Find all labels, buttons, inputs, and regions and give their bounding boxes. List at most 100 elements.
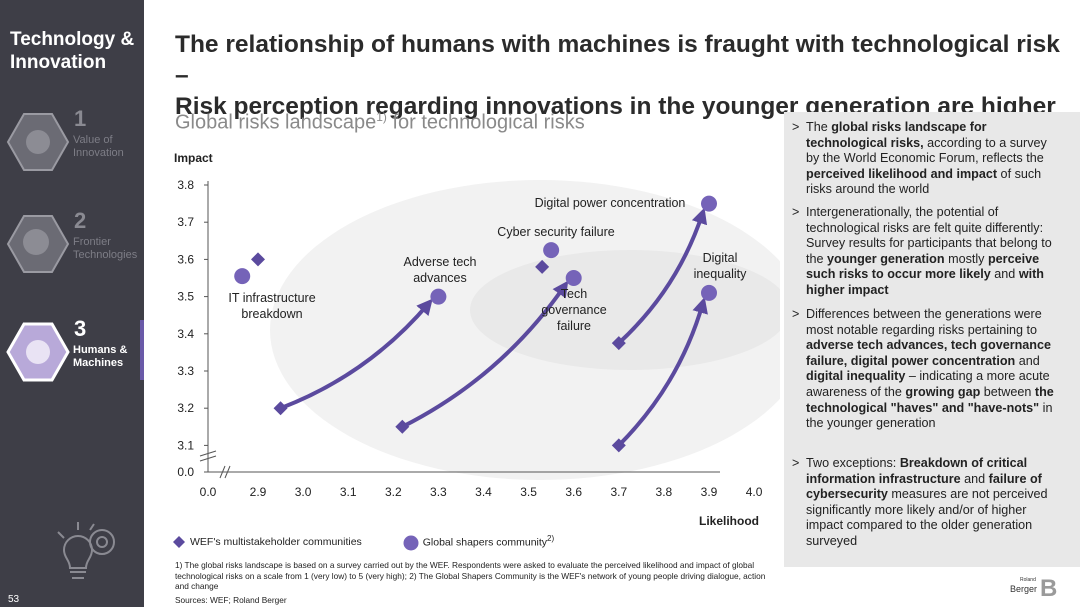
- section-label-line2: Innovation: [73, 147, 124, 159]
- x-tick-label: 3.1: [340, 485, 357, 499]
- shapers-point: [430, 288, 447, 305]
- shapers-point: [565, 270, 582, 286]
- y-tick-label: 0.0: [177, 465, 194, 479]
- risk-label: Digital power concentration: [535, 196, 686, 210]
- bullet-text-bold: global risks landscape for technological…: [806, 120, 987, 150]
- bullet-text-regular: and: [960, 471, 989, 486]
- x-tick-label: 3.6: [565, 485, 582, 499]
- section-number: 1: [74, 106, 87, 131]
- x-tick-label: 3.3: [430, 485, 447, 499]
- section-humans-machines[interactable]: 3 Humans & Machines: [6, 316, 144, 390]
- bullet-marker: >: [792, 205, 800, 219]
- info-bullet: > Two exceptions: Breakdown of critical i…: [792, 456, 1054, 550]
- risk-label: Tech: [561, 287, 587, 301]
- footnote: 1) The global risks landscape is based o…: [175, 560, 766, 591]
- subtitle-footnote-ref: 1): [376, 110, 387, 124]
- lightbulb-gear-icon: [57, 522, 115, 579]
- section-number: 3: [74, 316, 87, 341]
- bullet-text-regular: mostly: [944, 251, 988, 266]
- section-label-line2: Technologies: [73, 249, 138, 261]
- page-title: The relationship of humans with machines…: [175, 29, 1080, 122]
- shapers-point: [701, 284, 717, 301]
- legend-footnote-ref: 2): [547, 534, 555, 543]
- bullet-text-regular: Differences between the generations were…: [806, 307, 1042, 337]
- risks-scatter-chart: 0.0 3.1 3.2 3.3 3.4 3.5 3.6 3.7 3.8 0.0 2.9 3.0 3.1 3…: [174, 151, 780, 528]
- bullet-text: Differences between the generations were…: [792, 307, 1054, 432]
- shapers-point: [701, 195, 717, 212]
- wef-point: [273, 401, 288, 416]
- section-label-line1: Frontier: [73, 236, 111, 248]
- bullet-text-regular: in the younger generation: [806, 400, 1053, 431]
- chart-legend: WEF's multistakeholder communities Globa…: [172, 534, 592, 551]
- x-tick-label: 0.0: [200, 485, 217, 499]
- risk-label: IT infrastructure: [228, 291, 315, 305]
- bullet-text-regular: – indicating a more acute awareness of t…: [806, 369, 1050, 399]
- bullet-text-bold: the technological "haves" and "have-nots…: [806, 384, 1054, 415]
- wef-point: [535, 259, 550, 274]
- bullet-text-bold: Breakdown of critical information infras…: [806, 456, 1028, 486]
- section-label-line1: Humans &: [73, 344, 128, 356]
- section-number: 2: [74, 208, 87, 233]
- sidebar-title-line2: Innovation: [10, 52, 107, 73]
- logo-text: Berger: [1010, 584, 1038, 594]
- section-frontier-technologies[interactable]: 2 Frontier Technologies: [6, 208, 144, 282]
- sidebar-title-line1: Technology &: [10, 29, 135, 50]
- bullet-text-bold: perceive such risks to occur more likely: [806, 251, 1040, 282]
- risk-label: failure: [557, 319, 591, 333]
- risk-arrow: [401, 280, 569, 429]
- subtitle-text: Global risks landscape: [175, 111, 377, 134]
- legend-label-wef: WEF's multistakeholder communities: [190, 536, 362, 549]
- x-tick-label: 3.0: [295, 485, 312, 499]
- wef-point: [611, 438, 626, 453]
- risk-label: Adverse tech: [404, 255, 477, 269]
- roland-berger-logo: Roland Berger B: [1010, 575, 1070, 603]
- y-tick-label: 3.8: [177, 178, 194, 192]
- bullet-marker: >: [792, 456, 800, 470]
- risk-label: Cyber security failure: [497, 225, 614, 239]
- page-number: 53: [8, 594, 20, 605]
- risk-label: Digital: [703, 251, 738, 265]
- y-axis-title: Impact: [174, 151, 213, 165]
- bullet-text-regular: The: [806, 120, 832, 134]
- page-title-line1: The relationship of humans with machines…: [175, 31, 1060, 89]
- bullet-text-bold: failure of cybersecurity: [806, 471, 1042, 502]
- hexagon-icon: [6, 113, 70, 171]
- x-tick-label: 2.9: [250, 485, 267, 499]
- y-tick-label: 3.3: [177, 364, 194, 378]
- x-axis-title: Likelihood: [699, 514, 759, 528]
- bullet-text-regular: according to a survey by the World Econo…: [806, 135, 1047, 166]
- bullet-text-regular: of such risks around the world: [806, 166, 1042, 197]
- y-tick-label: 3.2: [177, 401, 194, 415]
- bullet-text-regular: and: [990, 267, 1019, 282]
- risk-label: advances: [413, 271, 467, 285]
- risk-label: inequality: [694, 267, 748, 281]
- x-tick-label: 3.5: [520, 485, 537, 499]
- y-tick-label: 3.7: [177, 215, 194, 229]
- x-tick-label: 3.9: [701, 485, 718, 499]
- section-label-line1: Value of: [73, 134, 113, 146]
- sidebar: Technology & Innovation 1 Value of Innov…: [0, 0, 144, 607]
- bullet-marker: >: [792, 120, 800, 134]
- x-tick-label: 3.8: [656, 485, 673, 499]
- risk-arrow: [617, 297, 708, 447]
- logo-small-text: Roland: [1020, 577, 1036, 583]
- risk-arrow: [617, 207, 708, 345]
- sidebar-title: Technology & Innovation: [10, 28, 134, 74]
- shapers-point: [543, 242, 560, 259]
- shapers-point: [234, 268, 251, 285]
- y-tick-label: 3.1: [177, 438, 194, 452]
- bullet-text: Intergenerationally, the potential of te…: [792, 205, 1054, 299]
- risk-label: governance: [541, 303, 606, 317]
- risk-arrow: [279, 298, 433, 411]
- wef-point: [611, 336, 626, 351]
- sources: Sources: WEF; Roland Berger: [175, 595, 287, 605]
- logo-mark: B: [1040, 575, 1058, 602]
- section-label-line2: Machines: [73, 357, 124, 369]
- x-tick-label: 3.7: [610, 485, 627, 499]
- bullet-text-regular: measures are not perceived significantly…: [806, 487, 1048, 548]
- wef-point: [251, 252, 265, 267]
- section-value-of-innovation[interactable]: 1 Value of Innovation: [6, 106, 144, 180]
- x-tick-label: 4.0: [746, 485, 763, 499]
- diamond-marker-icon: [173, 536, 185, 549]
- wef-point: [395, 419, 410, 434]
